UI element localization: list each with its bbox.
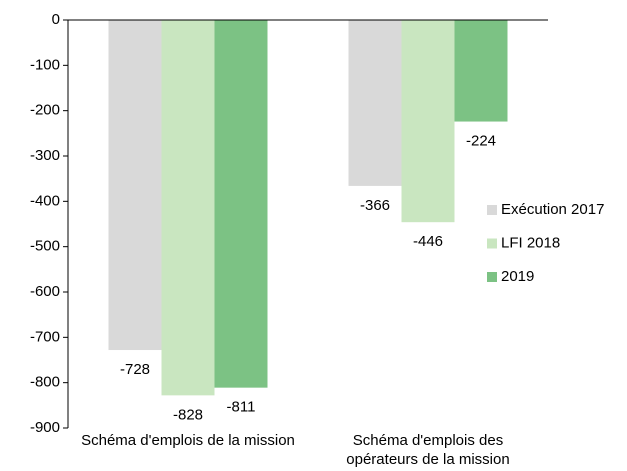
bar [108,20,162,351]
bar [214,20,268,388]
y-tick-label: 0 [52,11,60,28]
value-label: -728 [120,361,150,378]
value-label: -811 [227,399,256,416]
y-tick-label: -100 [30,56,60,73]
y-tick-label: -900 [30,419,60,436]
legend-swatch [487,238,497,249]
legend-label: LFI 2018 [501,234,560,251]
y-tick-label: -600 [30,283,60,300]
y-tick-label: -400 [30,192,60,209]
y-tick-label: -800 [30,374,60,391]
legend-label: Exécution 2017 [501,201,604,218]
bar [454,20,508,122]
y-tick-label: -500 [30,238,60,255]
x-tick-label: Schéma d'emplois des opérateurs de la mi… [346,432,510,468]
bar [348,20,402,186]
y-tick-label: -200 [30,102,60,119]
y-tick-label: -300 [30,147,60,164]
bar [401,20,455,223]
value-label: -366 [360,197,390,214]
legend-label: 2019 [501,268,534,285]
y-tick-label: -700 [30,328,60,345]
value-label: -224 [466,133,496,150]
legend-swatch [487,272,497,282]
value-label: -828 [173,406,203,423]
legend-swatch [487,205,497,215]
value-label: -446 [413,233,443,250]
x-tick-label: Schéma d'emplois de la mission [81,432,295,449]
bar [161,20,215,396]
